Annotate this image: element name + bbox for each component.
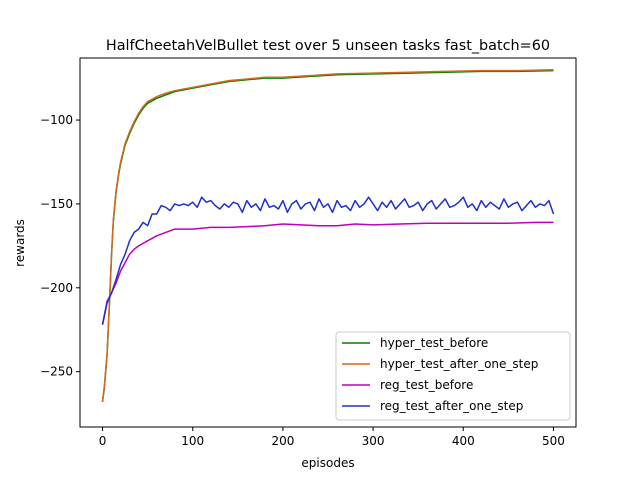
series-line-reg_test_before — [101, 221, 554, 325]
x-tick-label: 500 — [542, 434, 565, 448]
y-tick-label: −150 — [40, 197, 73, 211]
legend-entry-reg_test_before: reg_test_before — [380, 378, 473, 392]
y-tick-label: −100 — [40, 113, 73, 127]
plot-area — [101, 68, 555, 402]
legend-entry-reg_test_after_one_step: reg_test_after_one_step — [380, 399, 523, 413]
x-tick-label: 100 — [181, 434, 204, 448]
x-tick-label: 0 — [99, 434, 107, 448]
y-axis: −250 −200 −150 −100 — [40, 113, 80, 379]
chart-title: HalfCheetahVelBullet test over 5 unseen … — [106, 38, 550, 54]
legend: hyper_test_before hyper_test_after_one_st… — [335, 331, 571, 421]
plot-frame — [79, 57, 577, 428]
x-axis-label: episodes — [301, 456, 354, 470]
legend-entry-hyper_test_before: hyper_test_before — [380, 336, 488, 350]
x-tick-label: 200 — [271, 434, 294, 448]
legend-entry-hyper_test_after_one_step: hyper_test_after_one_step — [380, 357, 538, 371]
series-line-hyper_test_after_one_step — [101, 68, 554, 402]
y-tick-label: −200 — [40, 281, 73, 295]
x-axis: 0 100 200 300 400 500 — [99, 427, 565, 448]
series-line-reg_test_after_one_step — [101, 196, 555, 325]
x-tick-label: 400 — [452, 434, 475, 448]
x-tick-label: 300 — [362, 434, 385, 448]
y-axis-label: rewards — [13, 219, 27, 267]
legend-box — [335, 331, 571, 421]
y-tick-label: −250 — [40, 365, 73, 379]
